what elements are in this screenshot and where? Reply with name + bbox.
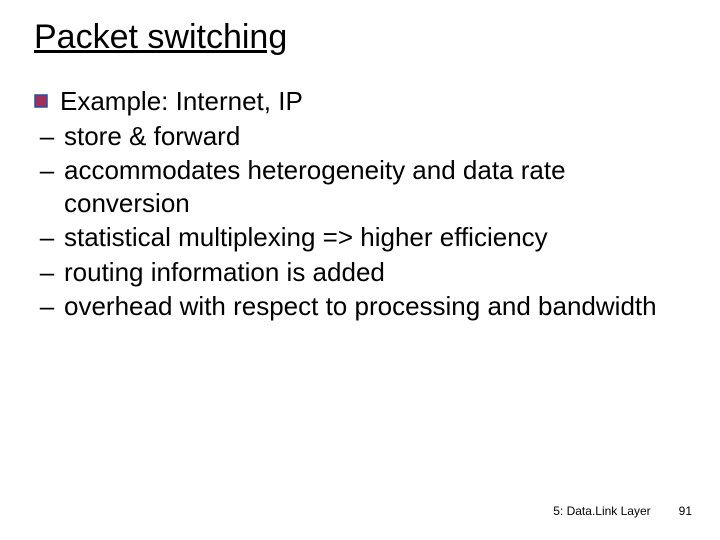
dash-bullet-icon: – [34, 256, 60, 289]
sub-bullet: – store & forward [34, 120, 692, 153]
footer: 5: Data.Link Layer 91 [553, 504, 692, 518]
page-number: 91 [679, 504, 692, 518]
sub-bullet: – accommodates heterogeneity and data ra… [34, 154, 692, 219]
sub-bullet: – routing information is added [34, 256, 692, 289]
sub-bullet-text: routing information is added [64, 256, 692, 289]
sub-bullet-text: store & forward [64, 120, 692, 153]
sub-bullet-text: statistical multiplexing => higher effic… [64, 221, 692, 254]
square-bullet-icon [34, 94, 48, 108]
bullet-main-text: Example: Internet, IP [60, 85, 303, 118]
dash-bullet-icon: – [34, 120, 60, 153]
sub-bullet: – statistical multiplexing => higher eff… [34, 221, 692, 254]
slide: Packet switching Example: Internet, IP –… [0, 0, 720, 540]
sub-bullet: – overhead with respect to processing an… [34, 290, 692, 323]
sub-bullet-text: overhead with respect to processing and … [64, 290, 692, 323]
sub-bullet-text: accommodates heterogeneity and data rate… [64, 154, 692, 219]
footer-label: 5: Data.Link Layer [553, 504, 650, 518]
bullet-main: Example: Internet, IP [34, 85, 692, 118]
content-area: Example: Internet, IP – store & forward … [28, 85, 692, 323]
slide-title: Packet switching [28, 18, 692, 57]
dash-bullet-icon: – [34, 290, 60, 323]
dash-bullet-icon: – [34, 221, 60, 254]
dash-bullet-icon: – [34, 154, 60, 187]
